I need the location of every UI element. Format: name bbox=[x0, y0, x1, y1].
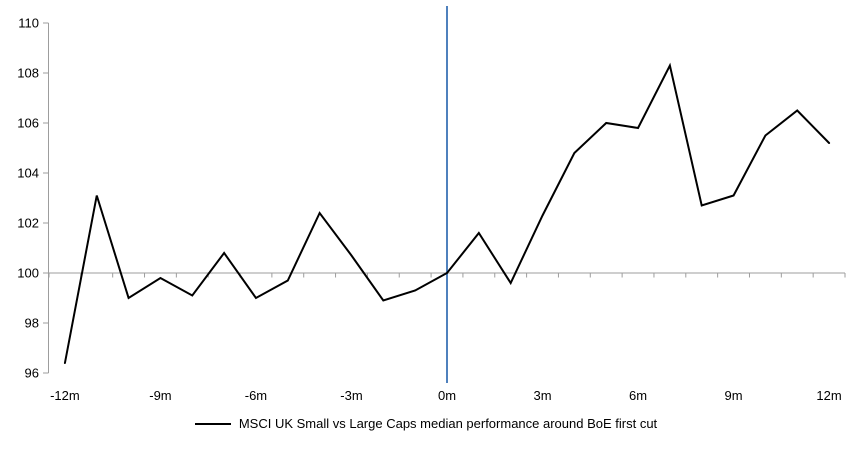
x-axis-tick-label: -3m bbox=[340, 388, 362, 403]
series-line bbox=[63, 62, 831, 364]
x-axis-tick-label: 6m bbox=[629, 388, 647, 403]
y-axis-tick-label: 110 bbox=[18, 16, 39, 31]
legend: MSCI UK Small vs Large Caps median perfo… bbox=[0, 416, 852, 431]
y-axis-tick-label: 96 bbox=[25, 366, 39, 381]
y-axis-tick-label: 98 bbox=[25, 316, 39, 331]
x-axis-tick-label: 9m bbox=[725, 388, 743, 403]
legend-line-swatch bbox=[194, 422, 231, 425]
x-axis-tick-label: 12m bbox=[816, 388, 841, 403]
y-axis-tick-label: 106 bbox=[17, 116, 39, 131]
x-axis-tick-label: 3m bbox=[533, 388, 551, 403]
y-axis-tick-label: 102 bbox=[17, 216, 39, 231]
y-axis-tick-label: 104 bbox=[17, 166, 39, 181]
x-axis-tick-label: -9m bbox=[149, 388, 171, 403]
legend-label: MSCI UK Small vs Large Caps median perfo… bbox=[238, 416, 658, 431]
x-axis-tick-label: -6m bbox=[245, 388, 267, 403]
x-axis-tick-label: -12m bbox=[50, 388, 80, 403]
y-axis-tick-label: 108 bbox=[17, 66, 39, 81]
y-axis-tick-label: 100 bbox=[17, 266, 39, 281]
x-axis-tick-label: 0m bbox=[438, 388, 456, 403]
